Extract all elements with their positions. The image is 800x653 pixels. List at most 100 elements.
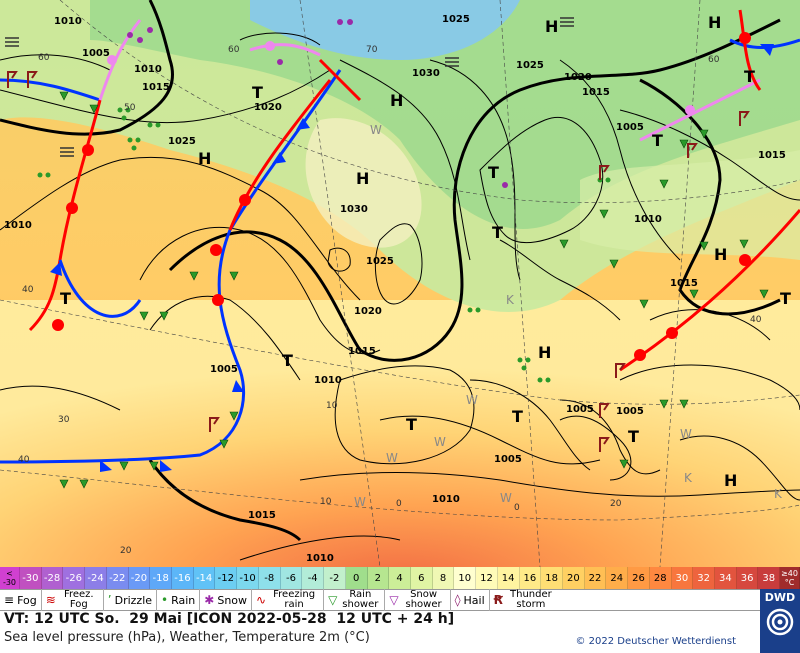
- isotherm-label: 70: [366, 45, 378, 55]
- temperature-scale: < -30 -30 -28 -26 -24 -22 -20 -18 -16 -14 -12 -10-…: [0, 567, 800, 589]
- isotherm-label: 30: [58, 415, 70, 425]
- scale-cell: 24: [606, 567, 629, 589]
- legend-item-snow: ✱ Snow: [200, 589, 253, 611]
- thunderstorm-symbols: [7, 71, 750, 452]
- snow-symbols: [127, 19, 508, 188]
- isotherm-label: 40: [18, 455, 30, 465]
- high-label: H: [545, 17, 558, 36]
- info-panel: VT: 12 UTC So. 29 Mai [ICON 2022-05-28 1…: [0, 611, 760, 653]
- isotherm-label: 10: [320, 497, 332, 507]
- legend-label: Rain shower: [342, 589, 379, 610]
- isobar-label: 1015: [670, 278, 698, 289]
- isobar-label: 1010: [134, 64, 162, 75]
- weather-legend: ≡ Fog ≋ Freez. Fog ’ Drizzle • Rain ✱ Sn…: [0, 589, 760, 611]
- fog-symbols: [5, 17, 574, 157]
- isobar-label: 1015: [348, 346, 376, 357]
- drizzle-icon: ’: [107, 593, 112, 607]
- weather-map-canvas: H H H H H H H H T T T T T T T T T T T 10…: [0, 0, 800, 567]
- scale-cell: -18: [150, 567, 173, 589]
- snow-shower-icon: ▽: [389, 593, 399, 607]
- scale-cell: 16: [519, 567, 542, 589]
- legend-label: Fog: [17, 593, 37, 607]
- scale-cell: 36: [736, 567, 759, 589]
- low-label: T: [628, 427, 639, 446]
- thunderstorm-icon: Ꞧ: [493, 593, 503, 607]
- high-label: H: [538, 343, 551, 362]
- graticule: [0, 0, 800, 567]
- isotherm-label: 50: [124, 103, 136, 113]
- snow-icon: ✱: [204, 593, 215, 607]
- scale-cell: 32: [693, 567, 715, 589]
- isobar-label: 1015: [248, 510, 276, 521]
- coastlines: [0, 32, 800, 497]
- main-isobars: [0, 0, 781, 542]
- scale-cell: -10: [237, 567, 259, 589]
- isobar-label: 1030: [412, 68, 440, 79]
- isobar-label: 1015: [582, 87, 610, 98]
- high-label: H: [198, 149, 211, 168]
- scale-cell: 2: [367, 567, 390, 589]
- scale-cell: 12: [476, 567, 498, 589]
- legend-label: Freezing rain: [273, 589, 316, 610]
- scale-cell: -16: [172, 567, 194, 589]
- legend-label: Drizzle: [114, 593, 153, 607]
- freezing-fog-icon: ≋: [45, 593, 56, 607]
- legend-item-rain-shower: ▽ Rain shower: [324, 589, 386, 611]
- map-subtitle: Sea level pressure (hPa), Weather, Tempe…: [4, 630, 370, 645]
- scale-cells: -30 -28 -26 -24 -22 -20 -18 -16 -14 -12 -10 -8 -6 -4-…: [20, 567, 781, 589]
- scale-cell: 20: [562, 567, 585, 589]
- legend-item-hail: ◊ Hail: [451, 589, 490, 611]
- isobar-label: 1020: [254, 102, 282, 113]
- isobar-label: 1005: [616, 122, 644, 133]
- isobar-label: 1020: [564, 72, 592, 83]
- scale-cell: -26: [63, 567, 86, 589]
- scale-cell: 22: [584, 567, 607, 589]
- low-label: T: [492, 223, 503, 242]
- scale-cell: -12: [215, 567, 238, 589]
- low-label: T: [282, 351, 293, 370]
- scale-cell: -4: [302, 567, 325, 589]
- rain-icon: •: [161, 593, 169, 607]
- isobar-labels: 1010 1005 1010 1015 1025 1020 1030 1025 …: [4, 14, 786, 564]
- scale-cell-max: ≥40 °C: [780, 567, 800, 589]
- dwd-logo-text: DWD: [764, 591, 796, 604]
- north-sea-field: [305, 118, 422, 248]
- isobar-label: 1025: [516, 60, 544, 71]
- scale-min-top: <: [6, 569, 13, 578]
- isobar-label: 1020: [354, 306, 382, 317]
- isotherm-label: 0: [396, 499, 402, 509]
- high-label: H: [708, 13, 721, 32]
- low-label: T: [252, 83, 263, 102]
- legend-label: Snow shower: [405, 589, 442, 610]
- east-field: [580, 150, 800, 260]
- marker-label: W: [354, 495, 366, 509]
- isobar-label: 1030: [340, 204, 368, 215]
- low-label: T: [652, 131, 663, 150]
- legend-label: Freez. Fog: [63, 589, 94, 610]
- isotherm-label: 40: [22, 285, 34, 295]
- legend-item-freezing-fog: ≋ Freez. Fog: [42, 589, 104, 611]
- isotherm-label: 0: [514, 503, 520, 513]
- isotherm-label: 20: [610, 499, 622, 509]
- front-symbols: [50, 32, 774, 472]
- isobar-label: 1005: [210, 364, 238, 375]
- marker-label: W: [680, 427, 692, 441]
- legend-item-freezing-rain: ∿ Freezing rain: [252, 589, 325, 611]
- scale-cell: 30: [671, 567, 694, 589]
- isotherm-label: 60: [708, 55, 720, 65]
- scale-cell: 4: [389, 567, 411, 589]
- isobar-label: 1010: [634, 214, 662, 225]
- scale-max-top: ≥40: [781, 569, 798, 578]
- fog-icon: ≡: [4, 593, 15, 607]
- scale-cell-min: < -30: [0, 567, 20, 589]
- isobar-label: 1005: [616, 406, 644, 417]
- marker-label: K: [506, 293, 515, 307]
- scale-cell: 10: [454, 567, 477, 589]
- isotherm-label: 60: [38, 53, 50, 63]
- high-label: H: [356, 169, 369, 188]
- isobar-label: 1010: [306, 553, 334, 564]
- warm-south-field: [0, 300, 800, 567]
- isotherm-label: 20: [120, 546, 132, 556]
- legend-label: Rain: [171, 593, 196, 607]
- scale-cell: -20: [128, 567, 151, 589]
